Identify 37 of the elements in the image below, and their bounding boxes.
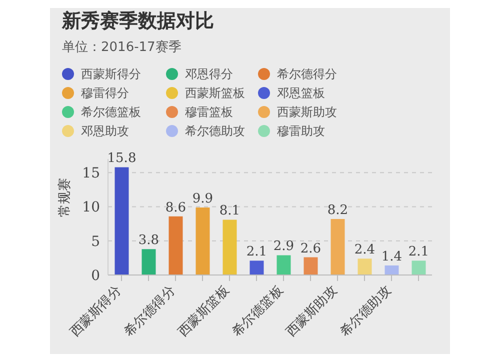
data-label: 2.1 bbox=[408, 244, 430, 260]
legend-label: 穆雷助攻 bbox=[276, 123, 326, 139]
x-tick-label: 西蒙斯助攻 bbox=[284, 283, 340, 340]
data-label: 2.6 bbox=[300, 241, 322, 256]
data-label: 9.9 bbox=[192, 191, 214, 206]
chart-subtitle: 单位：2016-17赛季 bbox=[61, 39, 182, 56]
y-tick-label: 15 bbox=[82, 166, 100, 182]
legend-label: 邓恩得分 bbox=[184, 66, 234, 82]
data-label: 8.1 bbox=[219, 204, 240, 219]
legend-label: 穆雷篮板 bbox=[184, 104, 234, 120]
y-tick-label: 0 bbox=[91, 268, 100, 284]
x-tick-label: 希尔德助攻 bbox=[338, 283, 394, 340]
y-tick-label: 10 bbox=[82, 200, 100, 216]
data-label: 1.4 bbox=[381, 249, 402, 264]
legend-label: 希尔德得分 bbox=[276, 66, 338, 82]
data-label: 8.2 bbox=[327, 203, 348, 218]
x-tick-label: 西蒙斯得分 bbox=[68, 283, 124, 340]
chart-title: 新秀赛季数据对比 bbox=[60, 9, 215, 34]
data-label: 2.1 bbox=[246, 244, 268, 260]
x-tick-label: 希尔德篮板 bbox=[230, 283, 286, 340]
y-tick-label: 5 bbox=[91, 234, 100, 250]
data-label: 8.6 bbox=[165, 200, 186, 216]
legend-label: 希尔德篮板 bbox=[80, 104, 142, 120]
data-label: 2.9 bbox=[273, 239, 294, 254]
legend-label: 邓恩篮板 bbox=[276, 85, 326, 101]
legend-label: 西蒙斯得分 bbox=[80, 66, 142, 82]
data-label: 2.4 bbox=[354, 242, 376, 258]
legend-label: 西蒙斯篮板 bbox=[184, 85, 246, 101]
legend-label: 希尔德助攻 bbox=[184, 123, 246, 139]
legend-label: 邓恩助攻 bbox=[80, 123, 130, 139]
legend-label: 穆雷得分 bbox=[80, 85, 130, 101]
y-axis-title: 常规赛 bbox=[56, 178, 73, 217]
legend-label: 西蒙斯助攻 bbox=[276, 104, 338, 120]
data-label: 15.8 bbox=[107, 151, 136, 166]
data-label: 3.8 bbox=[138, 233, 160, 248]
x-tick-label: 希尔德得分 bbox=[122, 283, 178, 340]
x-tick-label: 西蒙斯篮板 bbox=[176, 283, 232, 340]
